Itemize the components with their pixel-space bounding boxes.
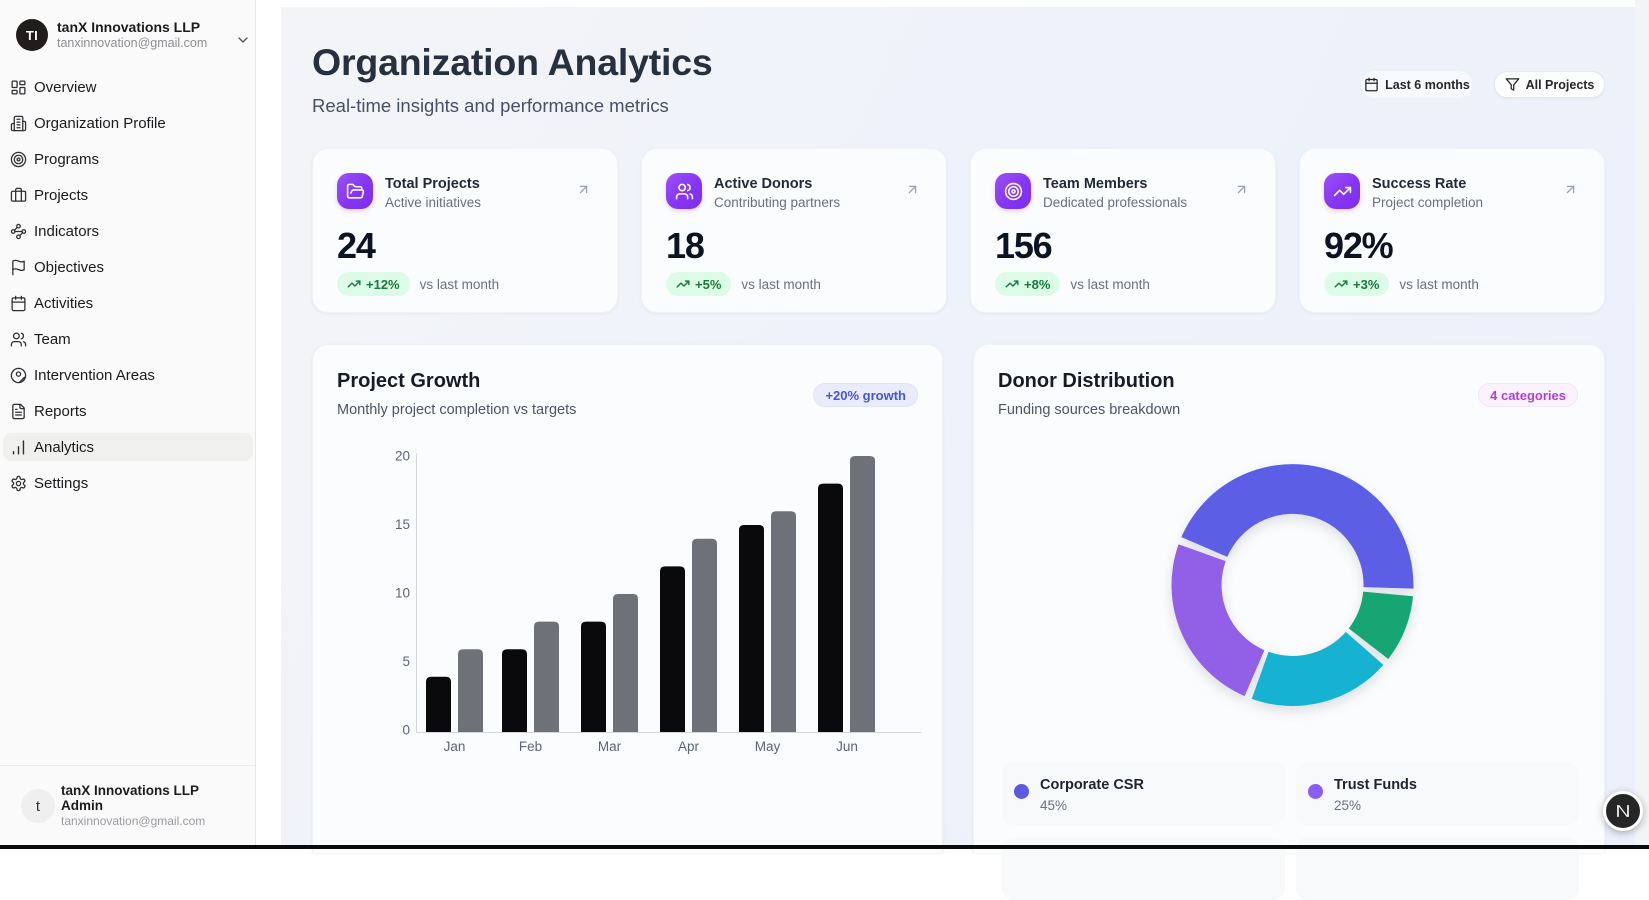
svg-text:Jun: Jun [836,739,858,754]
svg-text:5: 5 [402,654,410,669]
svg-text:0: 0 [402,723,410,738]
svg-text:Feb: Feb [519,739,542,754]
svg-text:May: May [755,739,781,754]
svg-text:Jan: Jan [444,739,466,754]
svg-text:20: 20 [395,449,410,464]
svg-text:Mar: Mar [598,739,622,754]
svg-text:10: 10 [395,586,410,601]
svg-text:15: 15 [395,517,410,532]
svg-text:Apr: Apr [678,739,700,754]
